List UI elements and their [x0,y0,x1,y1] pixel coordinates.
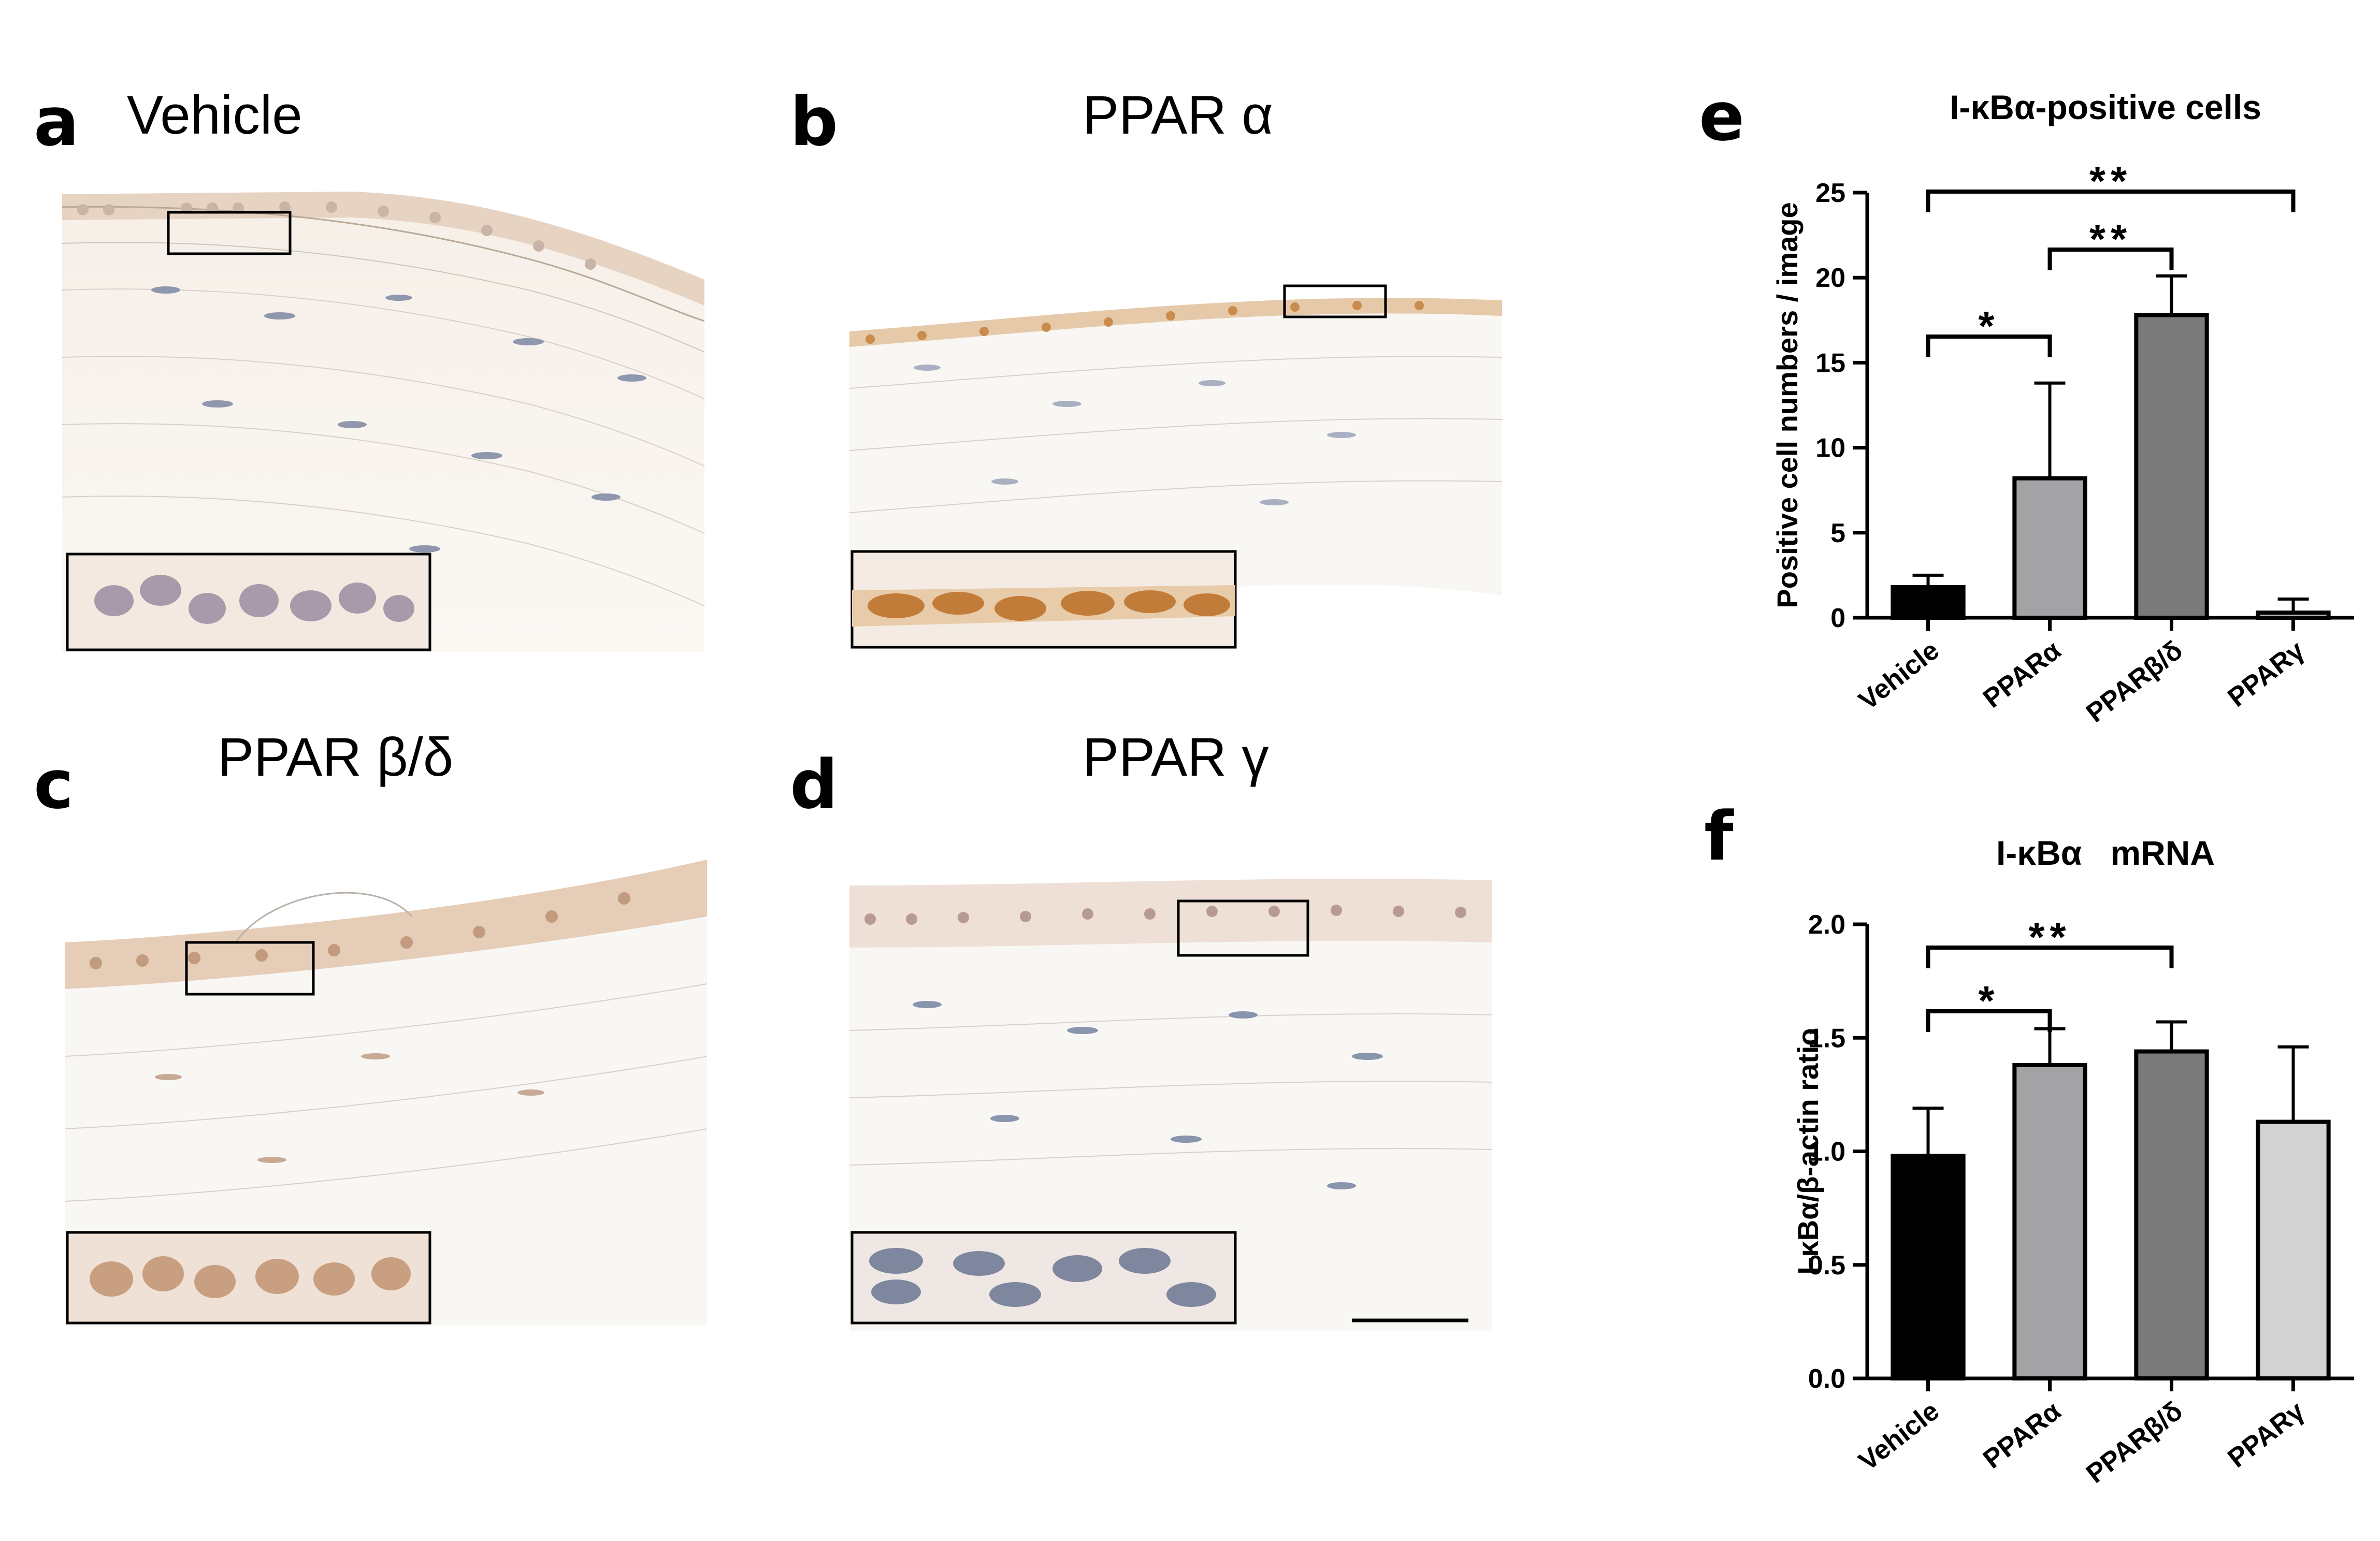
y-tick-label: 25 [1815,178,1845,208]
chart-f: I-κBα mRNA I-κBα/β-actin ratio 0.0 0.5 1.0 1.… [1792,834,2354,1489]
chart-title: I-κBα mRNA [1996,834,2215,872]
y-tick-label: 0 [1830,603,1845,633]
significance-bracket [2047,248,2174,270]
x-tick-label: PPARγ [2223,1396,2310,1474]
significance-label: ** [2089,216,2132,262]
micrograph-ppar-alpha [849,284,1502,649]
x-tick-label: Vehicle [1853,635,1945,716]
y-tick-label: 0.0 [1808,1364,1845,1394]
bar [2134,1049,2209,1380]
micrograph-vehicle [62,192,704,652]
y-tick-label: 10 [1815,433,1845,463]
y-tick-label: 2.0 [1808,910,1845,940]
panel-label-b: b [790,82,839,161]
panel-label-d: d [790,745,839,824]
chart-e: I-κBα-positive cells Positive cell number… [1771,88,2354,729]
panel-title-vehicle: Vehicle [127,85,302,146]
panel-label-f: f [1704,797,1734,876]
y-tick-label: 5 [1830,518,1845,548]
bar [2256,610,2331,620]
significance-label: ** [2028,914,2071,960]
bar [2134,313,2209,620]
micrograph-ppar-beta-delta [65,860,707,1326]
significance-bracket [1926,190,2296,212]
bar [2256,1120,2331,1380]
chart-title: I-κBα-positive cells [1950,88,2261,126]
y-tick-label: 1.0 [1808,1137,1845,1167]
y-tick-label: 1.5 [1808,1023,1845,1053]
bar [2012,1063,2087,1380]
panel-label-a: a [34,82,79,161]
y-tick-label: 20 [1815,263,1845,293]
bar [1891,585,1966,620]
x-tick-label: PPARγ [2223,635,2310,713]
y-axis-label: I-κBα/β-actin ratio [1792,1028,1824,1274]
significance-bracket [1926,1009,2052,1032]
y-tick-label: 0.5 [1808,1251,1845,1281]
x-tick-label: PPARα [1978,1396,2067,1475]
x-tick-label: Vehicle [1853,1396,1945,1477]
x-tick-label: PPARβ/δ [2081,1396,2188,1489]
x-tick-label: PPARβ/δ [2081,635,2188,729]
bar [2012,476,2087,620]
significance-label: ** [2089,158,2132,204]
panel-title-ppar-beta-delta: PPAR β/δ [218,727,454,788]
significance-label: * [1978,978,1999,1024]
panel-label-c: c [34,745,74,824]
panel-label-e: e [1699,77,1745,156]
panel-title-ppar-alpha: PPAR α [1083,85,1274,146]
y-tick-label: 15 [1815,348,1845,378]
micrograph-ppar-gamma [849,879,1492,1331]
significance-bracket [1926,946,2174,968]
x-tick-label: PPARα [1978,635,2067,714]
significance-label: * [1978,303,1999,349]
y-axis-label: Positive cell numbers / image [1771,202,1804,608]
bar [1891,1154,1966,1381]
panel-title-ppar-gamma: PPAR γ [1083,727,1269,788]
significance-bracket [1926,335,2052,357]
